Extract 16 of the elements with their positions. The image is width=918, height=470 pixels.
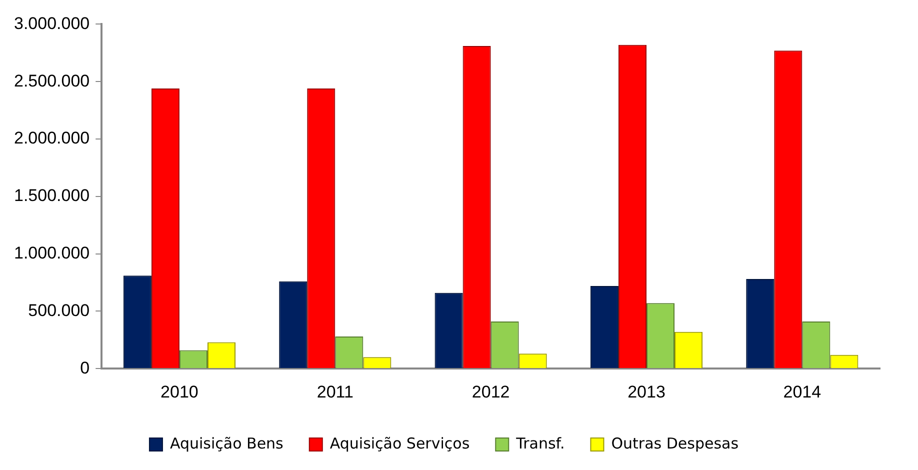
x-tick-label: 2012 xyxy=(472,382,510,402)
x-tick-label: 2013 xyxy=(628,382,666,402)
x-tick-label: 2010 xyxy=(160,382,198,402)
y-tick-label: 1.000.000 xyxy=(14,243,90,262)
legend-label: Aquisição Serviços xyxy=(330,434,470,452)
y-tick-label: 3.000.000 xyxy=(14,14,90,33)
x-tick-label: 2014 xyxy=(783,382,822,402)
y-tick-label: 2.500.000 xyxy=(14,71,90,90)
x-tick-label: 2011 xyxy=(316,382,354,402)
y-tick-label: 0 xyxy=(80,358,90,378)
legend-label: Transf. xyxy=(515,434,565,452)
y-tick-label: 1.500.000 xyxy=(14,186,90,206)
y-tick-label: 500.000 xyxy=(28,300,90,320)
legend-label: Aquisição Bens xyxy=(170,434,284,452)
legend-label: Outras Despesas xyxy=(611,434,739,452)
y-tick-label: 2.000.000 xyxy=(14,128,90,148)
